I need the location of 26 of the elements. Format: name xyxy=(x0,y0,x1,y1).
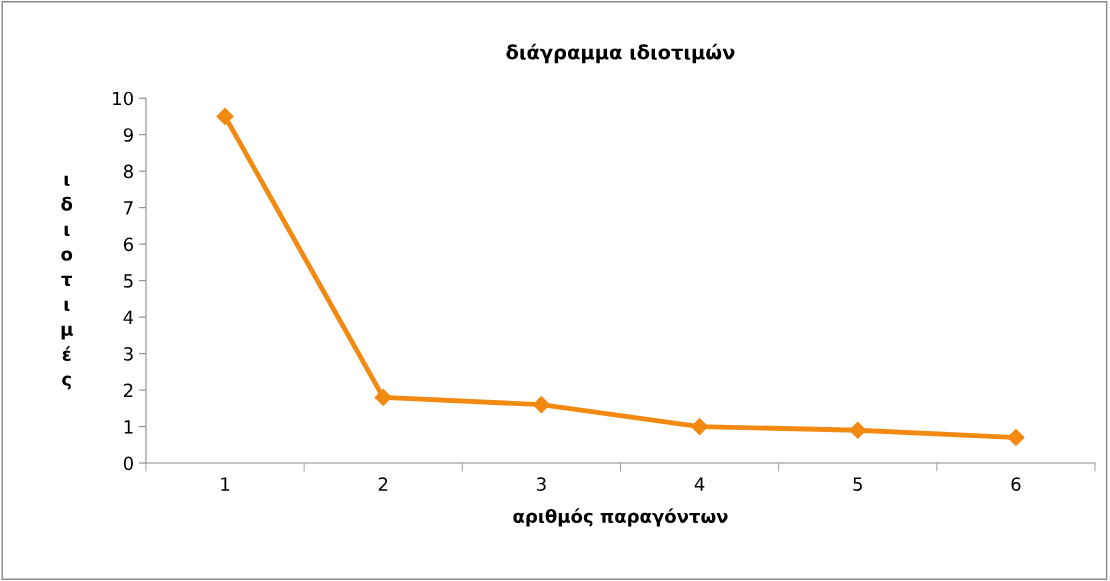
x-tick-label: 4 xyxy=(694,477,705,491)
point xyxy=(532,396,550,414)
y-tick-label: 2 xyxy=(123,383,133,397)
point xyxy=(691,418,709,436)
x-axis-title: αριθμός παραγόντων xyxy=(513,508,728,527)
point xyxy=(216,107,234,125)
chart-title: διάγραμμα ιδιοτιμών xyxy=(506,43,735,64)
y-tick-label: 10 xyxy=(113,91,133,106)
y-tick-label: 5 xyxy=(124,274,133,288)
y-tick-label: 3 xyxy=(124,347,133,361)
y-tick-label: 0 xyxy=(123,456,133,471)
y-tick-label: 4 xyxy=(123,310,134,324)
y-tick-label: 1 xyxy=(124,420,133,434)
y-tick-label: 7 xyxy=(124,201,133,215)
x-tick-label: 1 xyxy=(221,477,230,491)
text: ιδιοτιμές xyxy=(61,175,73,390)
point xyxy=(374,388,392,406)
point xyxy=(849,421,867,439)
point xyxy=(1007,428,1025,447)
x-tick-label: 6 xyxy=(1011,477,1021,491)
x-tick-label: 2 xyxy=(378,477,388,491)
y-tick-label: 6 xyxy=(123,237,134,252)
x-tick-label: 3 xyxy=(537,477,546,491)
y-tick-label: 9 xyxy=(123,128,133,142)
x-tick-label: 5 xyxy=(853,477,862,491)
y-tick-label: 8 xyxy=(123,164,133,179)
